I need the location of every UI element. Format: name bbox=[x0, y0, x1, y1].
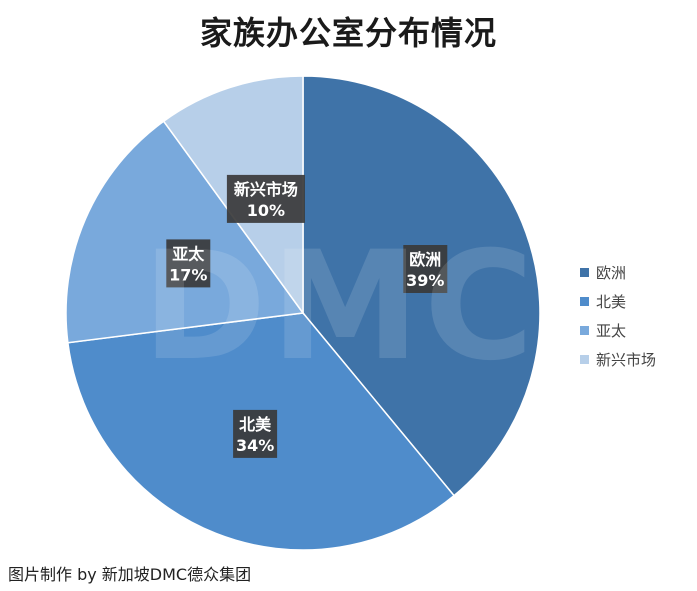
credit-text: 图片制作 by 新加坡DMC德众集团 bbox=[8, 565, 252, 584]
data-label-2: 亚太 17% bbox=[166, 239, 211, 288]
chart-title: 家族办公室分布情况 bbox=[199, 14, 497, 52]
data-label-box-2 bbox=[166, 239, 211, 288]
data-label-name-3: 新兴市场 bbox=[234, 180, 298, 199]
legend-item-0: 欧洲 bbox=[580, 258, 656, 287]
data-label-box-3 bbox=[226, 174, 305, 223]
data-label-value-1: 34% bbox=[236, 436, 274, 455]
pie-slice-2 bbox=[65, 120, 305, 344]
legend-swatch-1 bbox=[580, 297, 589, 306]
legend-swatch-2 bbox=[580, 326, 589, 335]
legend: 欧洲 北美 亚太 新兴市场 bbox=[580, 258, 656, 374]
data-label-1: 北美 34% bbox=[233, 409, 278, 458]
data-label-value-0: 39% bbox=[406, 271, 444, 290]
legend-label-3: 新兴市场 bbox=[596, 351, 657, 369]
legend-swatch-0 bbox=[580, 268, 589, 277]
legend-label-1: 北美 bbox=[596, 293, 627, 311]
data-label-name-2: 亚太 bbox=[172, 244, 205, 263]
legend-swatch-3 bbox=[580, 355, 589, 364]
legend-label-2: 亚太 bbox=[596, 322, 627, 340]
data-label-value-2: 17% bbox=[169, 265, 207, 284]
data-label-value-3: 10% bbox=[247, 201, 285, 220]
data-label-name-1: 北美 bbox=[239, 415, 272, 434]
data-label-3: 新兴市场 10% bbox=[226, 174, 305, 223]
data-label-0: 欧洲 39% bbox=[403, 245, 448, 293]
data-label-box-1 bbox=[233, 409, 278, 458]
legend-item-2: 亚太 bbox=[580, 316, 656, 345]
data-label-box-0 bbox=[403, 245, 448, 293]
legend-label-0: 欧洲 bbox=[596, 264, 627, 282]
legend-item-3: 新兴市场 bbox=[580, 345, 656, 374]
legend-item-1: 北美 bbox=[580, 287, 656, 316]
data-label-name-0: 欧洲 bbox=[409, 250, 441, 269]
